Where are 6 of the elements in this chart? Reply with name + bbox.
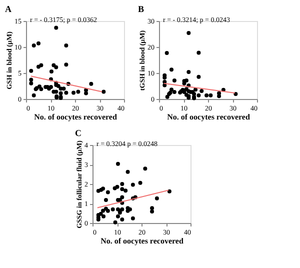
x-axis-title: No. of oocytes recovered bbox=[34, 112, 118, 122]
chart-title: B bbox=[138, 4, 144, 14]
chart-title: A bbox=[5, 4, 12, 14]
chart-title: C bbox=[75, 128, 82, 138]
x-axis-title: No. of oocytes recovered bbox=[167, 112, 250, 122]
x-axis-title: No. of oocytes recovered bbox=[100, 236, 184, 246]
